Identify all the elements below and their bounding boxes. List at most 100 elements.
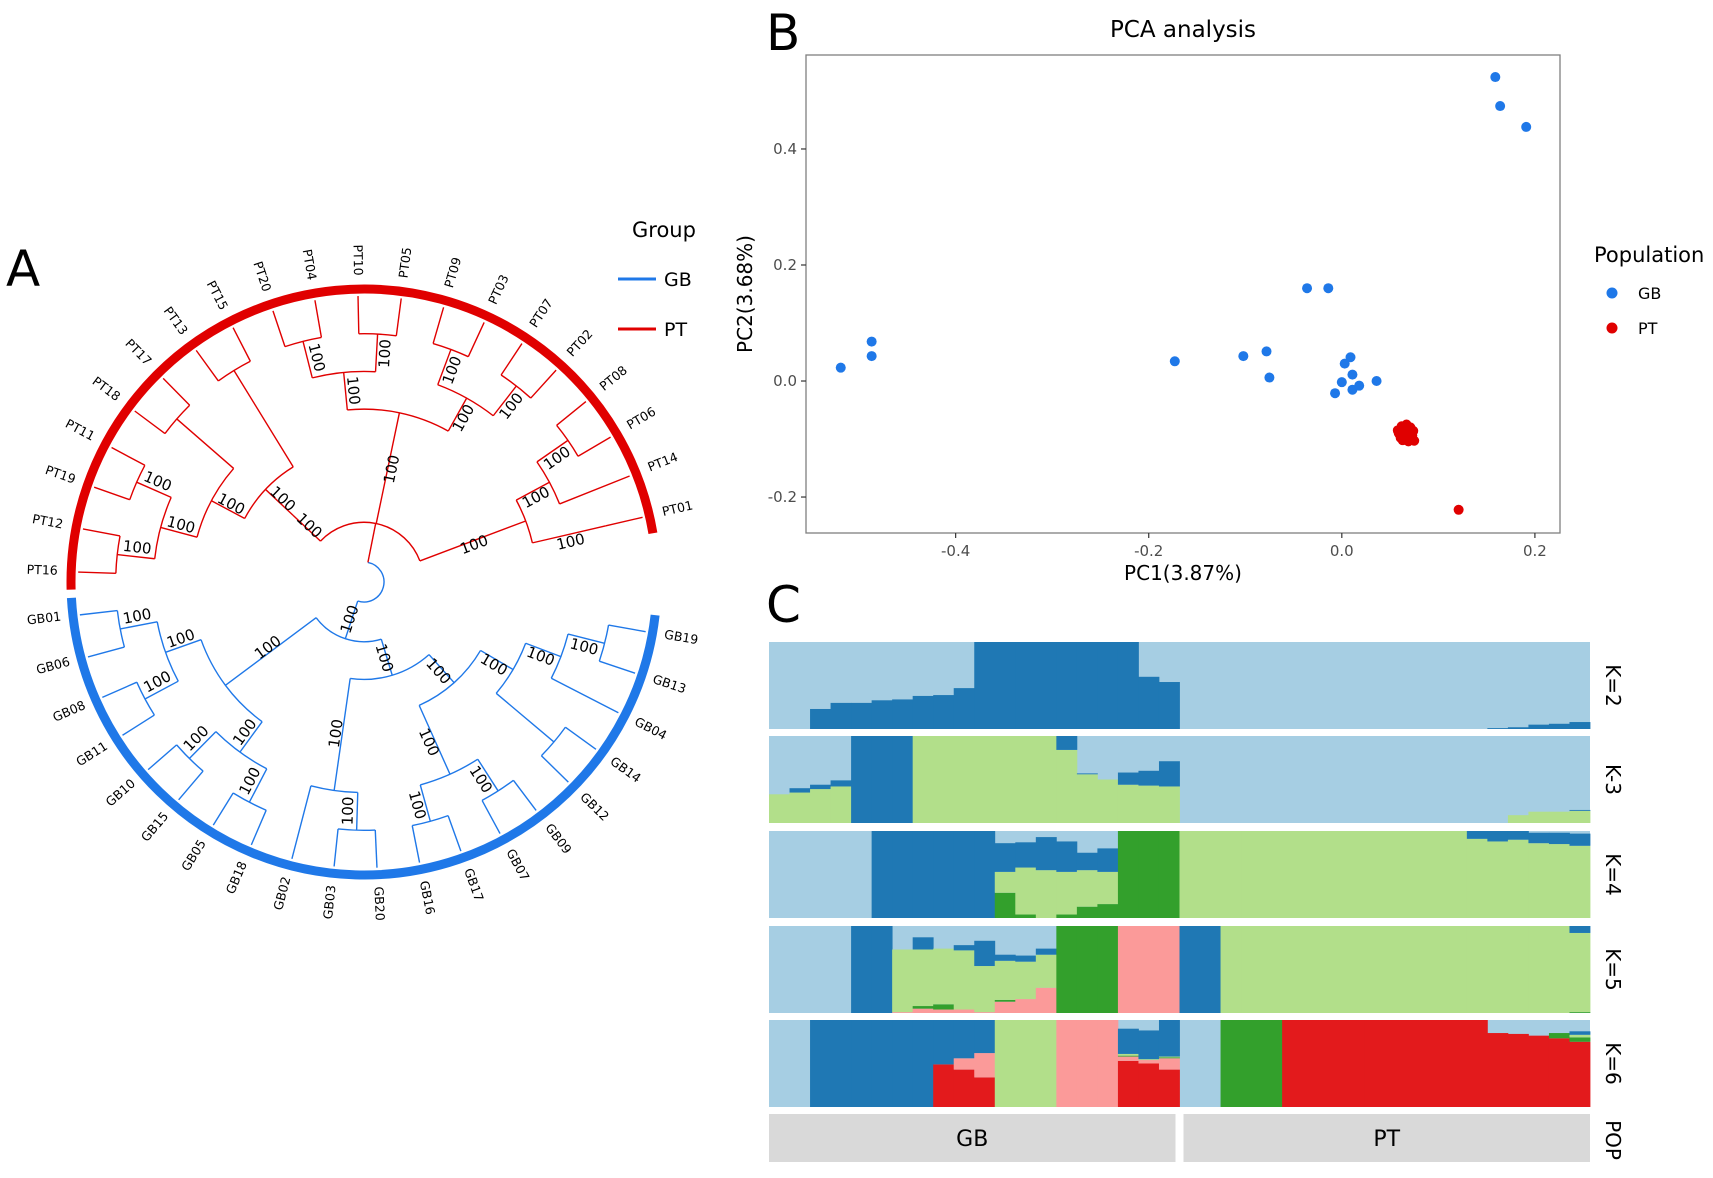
leaf-label: PT07 bbox=[526, 296, 556, 330]
admixture-segment bbox=[933, 736, 955, 823]
pop-row-label: POP bbox=[1601, 1120, 1625, 1160]
admixture-segment bbox=[1076, 852, 1098, 871]
admixture-segment bbox=[933, 1004, 955, 1010]
legend-label-gb: GB bbox=[664, 269, 692, 291]
tree-leaf-branch bbox=[605, 516, 643, 527]
tree-branch bbox=[342, 372, 349, 411]
admixture-segment bbox=[994, 736, 1016, 823]
admixture-segment bbox=[1569, 722, 1591, 729]
admixture-segment bbox=[1528, 843, 1550, 918]
panel-b-pca: B PCA analysis -0.4 -0.2 0.0 0.2 -0.2 0.0 0.2 0… bbox=[733, 4, 1704, 585]
admixture-segment bbox=[1569, 926, 1591, 933]
admixture-segment bbox=[1015, 914, 1037, 918]
tree-branch bbox=[380, 638, 393, 676]
leaf-label: PT05 bbox=[395, 246, 414, 279]
pca-x-axis-title: PC1(3.87%) bbox=[1124, 561, 1242, 585]
bootstrap-value: 100 bbox=[214, 489, 248, 518]
leaf-label: PT19 bbox=[43, 462, 77, 486]
admixture-segment bbox=[953, 831, 975, 918]
leaf-label: GB19 bbox=[663, 627, 699, 648]
panel-label-b: B bbox=[766, 4, 800, 62]
admixture-segment bbox=[912, 831, 934, 918]
admixture-segment bbox=[1138, 831, 1160, 918]
pop-label-gb: GB bbox=[956, 1127, 988, 1152]
admixture-bars: K=2 K-3 K=4 K=5 K=6 bbox=[769, 642, 1625, 1107]
tree-branch bbox=[447, 397, 468, 432]
tree-branch bbox=[367, 523, 377, 563]
tree-branch bbox=[375, 412, 401, 524]
pca-point-gb bbox=[1302, 283, 1313, 294]
pca-point-gb bbox=[1169, 356, 1180, 367]
admixture-segment bbox=[974, 940, 996, 967]
admixture-segment bbox=[1384, 831, 1406, 918]
group-arc-pt bbox=[66, 284, 658, 590]
tree-branch bbox=[144, 680, 179, 700]
admixture-segment bbox=[1302, 831, 1324, 918]
admixture-row-k-3: K-3 bbox=[769, 736, 1625, 823]
tree-branch bbox=[495, 692, 555, 743]
tree-leaf-branch bbox=[577, 436, 611, 457]
admixture-segment bbox=[994, 871, 1016, 893]
admixture-segment bbox=[974, 1020, 996, 1054]
admixture-segment bbox=[974, 736, 996, 823]
admixture-segment bbox=[1343, 1020, 1365, 1107]
admixture-segment bbox=[1569, 1031, 1591, 1035]
admixture-segment bbox=[830, 786, 852, 823]
tree-arc bbox=[598, 624, 610, 662]
pop-box-gb bbox=[769, 1114, 1176, 1162]
admixture-segment bbox=[1035, 642, 1057, 729]
tree-leaf-branch bbox=[447, 815, 462, 852]
admixture-segment bbox=[1117, 1028, 1139, 1054]
admixture-segment bbox=[1035, 837, 1057, 871]
pca-point-gb bbox=[1495, 101, 1506, 112]
leaf-label: GB02 bbox=[270, 875, 293, 912]
admixture-segment bbox=[994, 954, 1016, 961]
bootstrap-value: 100 bbox=[337, 603, 363, 636]
admixture-segment bbox=[810, 708, 831, 729]
admixture-segment bbox=[1446, 926, 1468, 1013]
admixture-segment bbox=[1528, 832, 1550, 844]
pca-point-gb bbox=[1345, 352, 1356, 363]
admixture-segment bbox=[789, 788, 811, 793]
pca-point-gb bbox=[1264, 372, 1275, 383]
admixture-segment bbox=[1302, 926, 1324, 1013]
admixture-segment bbox=[1097, 779, 1119, 823]
tree-branch bbox=[165, 639, 202, 653]
admixture-segment bbox=[1548, 844, 1570, 918]
tree-arc bbox=[350, 654, 430, 681]
tree-arc bbox=[420, 758, 479, 786]
bootstrap-value: 100 bbox=[466, 762, 497, 796]
admixture-segment bbox=[933, 1009, 955, 1013]
tree-branch bbox=[477, 758, 499, 792]
admixture-segment bbox=[1015, 1020, 1037, 1107]
leaf-label: PT15 bbox=[204, 278, 232, 313]
tree-arc bbox=[540, 726, 566, 757]
y-tick-label: 0.0 bbox=[773, 372, 797, 390]
admixture-segment bbox=[1282, 831, 1304, 918]
tree-branch bbox=[239, 721, 263, 753]
tree-leaf-branch bbox=[79, 609, 118, 616]
admixture-segment bbox=[1323, 926, 1345, 1013]
admixture-segment bbox=[1117, 831, 1139, 918]
x-tick-label: -0.2 bbox=[1134, 542, 1163, 560]
admixture-segment bbox=[1241, 1020, 1262, 1107]
admixture-segment bbox=[1548, 926, 1570, 1013]
tree-arc bbox=[319, 521, 421, 562]
tree-arc bbox=[244, 466, 294, 519]
bootstrap-value: 100 bbox=[121, 605, 153, 628]
tree-arc bbox=[437, 384, 494, 417]
tree-leaf-branch bbox=[467, 322, 485, 357]
admixture-segment bbox=[892, 736, 914, 823]
tree-leaf-branch bbox=[481, 800, 501, 834]
admixture-segment bbox=[1015, 961, 1037, 1000]
pca-y-axis-title: PC2(3.68%) bbox=[733, 235, 757, 353]
admixture-segment bbox=[1138, 1060, 1160, 1064]
admixture-segment bbox=[1569, 1037, 1591, 1042]
admixture-segment bbox=[1466, 926, 1488, 1013]
tree-leaf-branch bbox=[556, 401, 587, 426]
admixture-segment bbox=[953, 1058, 975, 1070]
tree-leaf-branch bbox=[550, 677, 619, 714]
admixture-segment bbox=[994, 999, 1016, 1002]
tree-branch bbox=[117, 553, 155, 560]
tree-leaf-branch bbox=[134, 410, 166, 435]
